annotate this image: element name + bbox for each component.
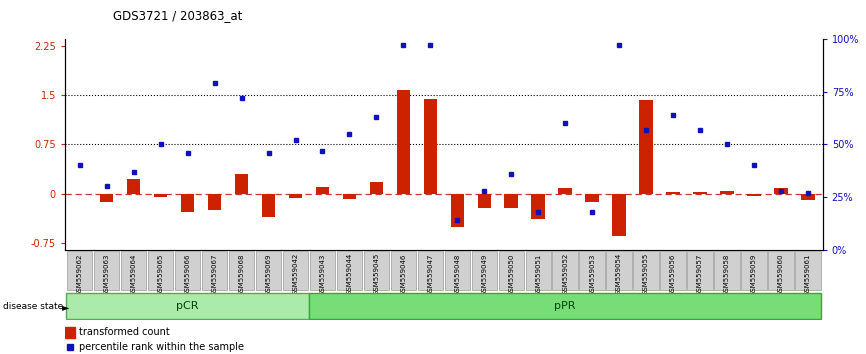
Text: GSM559051: GSM559051: [535, 253, 541, 296]
Bar: [477, 194, 491, 208]
Text: GSM559060: GSM559060: [778, 253, 784, 296]
Bar: [801, 194, 815, 200]
Bar: [181, 194, 194, 212]
Bar: [639, 100, 653, 194]
Text: GDS3721 / 203863_at: GDS3721 / 203863_at: [113, 9, 242, 22]
Text: GSM559044: GSM559044: [346, 253, 352, 296]
Bar: [747, 194, 760, 196]
Bar: [262, 194, 275, 217]
FancyBboxPatch shape: [309, 293, 821, 319]
Bar: [100, 194, 113, 201]
FancyBboxPatch shape: [391, 251, 416, 290]
Text: GSM559064: GSM559064: [131, 253, 137, 296]
FancyBboxPatch shape: [283, 251, 308, 290]
FancyBboxPatch shape: [606, 251, 632, 290]
Bar: [774, 188, 788, 194]
Text: GSM559045: GSM559045: [373, 253, 379, 296]
Bar: [397, 90, 410, 194]
Text: GSM559061: GSM559061: [805, 253, 811, 296]
Text: GSM559046: GSM559046: [400, 253, 406, 296]
FancyBboxPatch shape: [175, 251, 200, 290]
Text: GSM559047: GSM559047: [427, 253, 433, 296]
Text: GSM559067: GSM559067: [211, 253, 217, 296]
FancyBboxPatch shape: [364, 251, 389, 290]
Bar: [235, 174, 249, 194]
Text: GSM559058: GSM559058: [724, 253, 730, 296]
FancyBboxPatch shape: [633, 251, 659, 290]
Text: disease state: disease state: [3, 302, 63, 312]
FancyBboxPatch shape: [526, 251, 551, 290]
FancyBboxPatch shape: [229, 251, 255, 290]
FancyBboxPatch shape: [579, 251, 604, 290]
Text: GSM559056: GSM559056: [670, 253, 676, 296]
Text: GSM559049: GSM559049: [481, 253, 488, 296]
Text: GSM559063: GSM559063: [104, 253, 110, 296]
Text: pCR: pCR: [177, 301, 199, 311]
Bar: [288, 194, 302, 198]
FancyBboxPatch shape: [795, 251, 821, 290]
Text: GSM559068: GSM559068: [238, 253, 244, 296]
FancyBboxPatch shape: [94, 251, 120, 290]
Bar: [532, 194, 545, 219]
FancyBboxPatch shape: [714, 251, 740, 290]
Bar: [666, 192, 680, 194]
Text: GSM559069: GSM559069: [266, 253, 272, 296]
FancyBboxPatch shape: [337, 251, 362, 290]
Bar: [316, 187, 329, 194]
Bar: [612, 194, 626, 236]
Bar: [423, 99, 437, 194]
FancyBboxPatch shape: [499, 251, 524, 290]
Bar: [65, 327, 74, 338]
Text: GSM559055: GSM559055: [643, 253, 650, 296]
FancyBboxPatch shape: [255, 251, 281, 290]
FancyBboxPatch shape: [67, 293, 309, 319]
Bar: [585, 194, 599, 201]
FancyBboxPatch shape: [661, 251, 686, 290]
Bar: [505, 194, 518, 208]
Text: transformed count: transformed count: [79, 327, 170, 337]
FancyBboxPatch shape: [310, 251, 335, 290]
Bar: [721, 191, 734, 194]
Text: GSM559059: GSM559059: [751, 253, 757, 296]
Bar: [450, 194, 464, 227]
Text: pPR: pPR: [554, 301, 576, 311]
Text: GSM559042: GSM559042: [293, 253, 299, 296]
Bar: [559, 188, 572, 194]
FancyBboxPatch shape: [417, 251, 443, 290]
FancyBboxPatch shape: [768, 251, 793, 290]
Bar: [127, 179, 140, 194]
Text: percentile rank within the sample: percentile rank within the sample: [79, 342, 243, 353]
Bar: [208, 194, 222, 210]
FancyBboxPatch shape: [688, 251, 713, 290]
FancyBboxPatch shape: [148, 251, 173, 290]
Text: GSM559053: GSM559053: [589, 253, 595, 296]
Text: GSM559048: GSM559048: [455, 253, 461, 296]
FancyBboxPatch shape: [741, 251, 766, 290]
FancyBboxPatch shape: [553, 251, 578, 290]
Text: GSM559052: GSM559052: [562, 253, 568, 296]
Text: GSM559066: GSM559066: [184, 253, 191, 296]
FancyBboxPatch shape: [121, 251, 146, 290]
Text: GSM559057: GSM559057: [697, 253, 703, 296]
FancyBboxPatch shape: [472, 251, 497, 290]
Bar: [370, 182, 383, 194]
Text: GSM559043: GSM559043: [320, 253, 326, 296]
Text: GSM559050: GSM559050: [508, 253, 514, 296]
FancyBboxPatch shape: [444, 251, 470, 290]
Text: GSM559054: GSM559054: [616, 253, 622, 296]
Text: ►: ►: [62, 302, 70, 312]
Text: GSM559065: GSM559065: [158, 253, 164, 296]
Bar: [343, 194, 356, 199]
FancyBboxPatch shape: [202, 251, 227, 290]
Bar: [154, 194, 167, 197]
Bar: [694, 192, 707, 194]
FancyBboxPatch shape: [67, 251, 93, 290]
Text: GSM559062: GSM559062: [77, 253, 83, 296]
